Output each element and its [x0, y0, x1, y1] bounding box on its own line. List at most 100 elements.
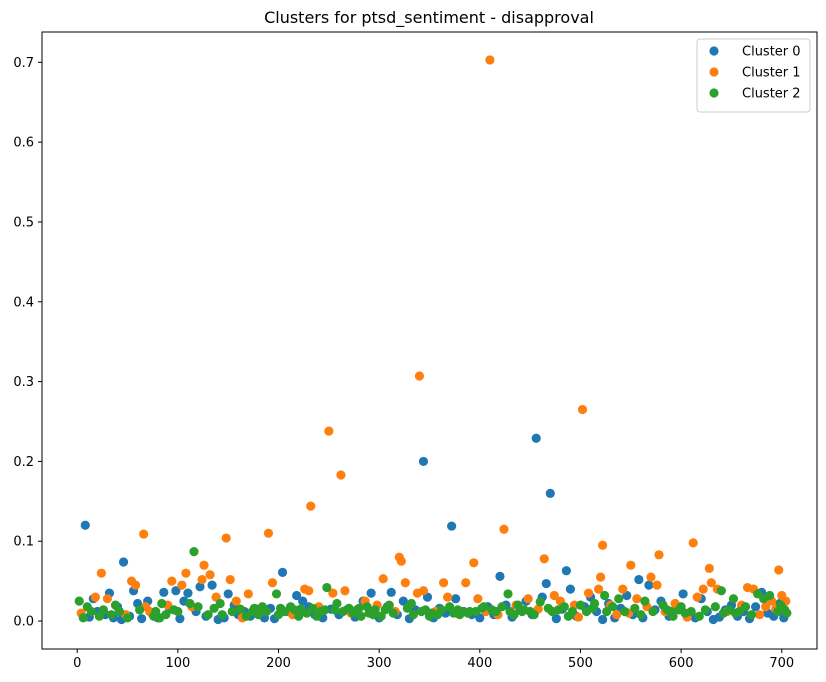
- cluster-2-point: [161, 610, 171, 620]
- cluster-1-point: [418, 586, 429, 596]
- cluster-2-point: [261, 606, 272, 617]
- cluster-2-point: [668, 611, 678, 621]
- y-tick-label: 0.1: [13, 535, 34, 550]
- cluster-1-point: [181, 568, 191, 578]
- cluster-2-point: [332, 598, 342, 609]
- cluster-0-point: [447, 521, 457, 531]
- cluster-2-point: [227, 606, 237, 617]
- cluster-1-point: [626, 560, 636, 570]
- cluster-2-point: [98, 605, 108, 615]
- cluster-2-point: [503, 589, 513, 599]
- cluster-1-point: [618, 584, 628, 594]
- cluster-1-point: [654, 550, 664, 560]
- legend-marker: [709, 67, 719, 77]
- cluster-0-point: [545, 488, 555, 498]
- x-tick-label: 700: [769, 656, 794, 671]
- cluster-2-point: [215, 598, 225, 609]
- cluster-2-point: [620, 606, 630, 617]
- cluster-0-point: [223, 589, 233, 599]
- cluster-2-point: [406, 598, 416, 609]
- cluster-1-point: [324, 426, 334, 436]
- cluster-2-point: [370, 605, 380, 615]
- cluster-2-point: [497, 602, 507, 612]
- cluster-2-point: [686, 606, 696, 617]
- cluster-2-point: [308, 603, 318, 613]
- cluster-0-point: [451, 594, 461, 604]
- cluster-1-point: [306, 501, 316, 511]
- cluster-0-point: [298, 596, 308, 606]
- cluster-1-point: [438, 578, 449, 588]
- x-tick-label: 500: [568, 656, 593, 671]
- cluster-1-point: [573, 612, 584, 622]
- cluster-1-point: [761, 602, 771, 612]
- cluster-1-point: [469, 558, 479, 568]
- cluster-2-point: [106, 610, 117, 620]
- y-tick-label: 0.0: [13, 615, 34, 630]
- cluster-2-point: [193, 602, 203, 612]
- cluster-2-point: [203, 610, 213, 620]
- cluster-1-point: [205, 570, 215, 580]
- cluster-2-point: [74, 596, 84, 606]
- cluster-1-point: [90, 592, 100, 602]
- cluster-0-point: [159, 587, 169, 597]
- cluster-2-point: [135, 605, 145, 615]
- y-tick-label: 0.4: [13, 295, 34, 310]
- cluster-1-point: [523, 594, 533, 604]
- x-tick-label: 0: [73, 656, 81, 671]
- cluster-1-point: [755, 610, 765, 620]
- cluster-2-point: [185, 598, 195, 609]
- cluster-1-point: [774, 565, 784, 575]
- cluster-1-point: [473, 594, 483, 604]
- cluster-2-point: [320, 605, 330, 615]
- cluster-2-point: [589, 598, 600, 609]
- cluster-1-point: [443, 592, 453, 602]
- cluster-1-point: [328, 588, 338, 598]
- x-tick-label: 400: [467, 656, 492, 671]
- cluster-0-point: [495, 571, 505, 581]
- cluster-2-point: [728, 594, 739, 604]
- cluster-1-point: [304, 586, 314, 596]
- cluster-2-point: [354, 603, 364, 613]
- cluster-0-point: [531, 433, 541, 443]
- cluster-2-point: [408, 610, 418, 620]
- cluster-1-point: [400, 578, 410, 588]
- cluster-1-point: [96, 568, 106, 578]
- cluster-0-point: [751, 602, 761, 612]
- cluster-0-point: [183, 588, 193, 598]
- cluster-2-point: [640, 596, 650, 606]
- cluster-1-point: [485, 55, 495, 65]
- cluster-0-point: [565, 584, 576, 594]
- cluster-2-point: [765, 590, 775, 601]
- cluster-2-point: [710, 602, 720, 612]
- x-tick-label: 600: [669, 656, 694, 671]
- cluster-2-point: [575, 600, 586, 610]
- x-tick-label: 200: [266, 656, 291, 671]
- cluster-0-point: [541, 578, 551, 589]
- cluster-1-point: [646, 572, 656, 582]
- y-tick-label: 0.3: [13, 375, 34, 390]
- cluster-2-point: [356, 611, 366, 621]
- cluster-2-point: [271, 589, 282, 599]
- cluster-0-point: [561, 566, 571, 576]
- axes-layer: 0 100 200 300 400 500 600 700 0.0 0.1 0.2 0.3 0.4 0.5…: [13, 31, 818, 671]
- cluster-1-point: [692, 592, 702, 602]
- cluster-0-point: [634, 574, 644, 585]
- cluster-2-point: [235, 604, 245, 614]
- cluster-1-point: [197, 574, 207, 585]
- cluster-2-point: [253, 610, 263, 620]
- y-tick-label: 0.5: [13, 215, 34, 230]
- legend-label: Cluster 0: [742, 45, 801, 60]
- cluster-2-point: [388, 608, 398, 618]
- y-tick-label: 0.2: [13, 455, 34, 470]
- cluster-2-point: [529, 610, 539, 620]
- cluster-0-point: [195, 582, 205, 592]
- cluster-1-point: [267, 578, 278, 588]
- cluster-1-point: [593, 584, 604, 594]
- cluster-2-point: [746, 610, 757, 620]
- cluster-2-point: [716, 586, 726, 596]
- cluster-1-point: [539, 554, 549, 564]
- cluster-2-point: [694, 611, 704, 621]
- cluster-0-point: [386, 587, 396, 597]
- cluster-1-point: [177, 580, 187, 590]
- cluster-2-point: [636, 610, 646, 620]
